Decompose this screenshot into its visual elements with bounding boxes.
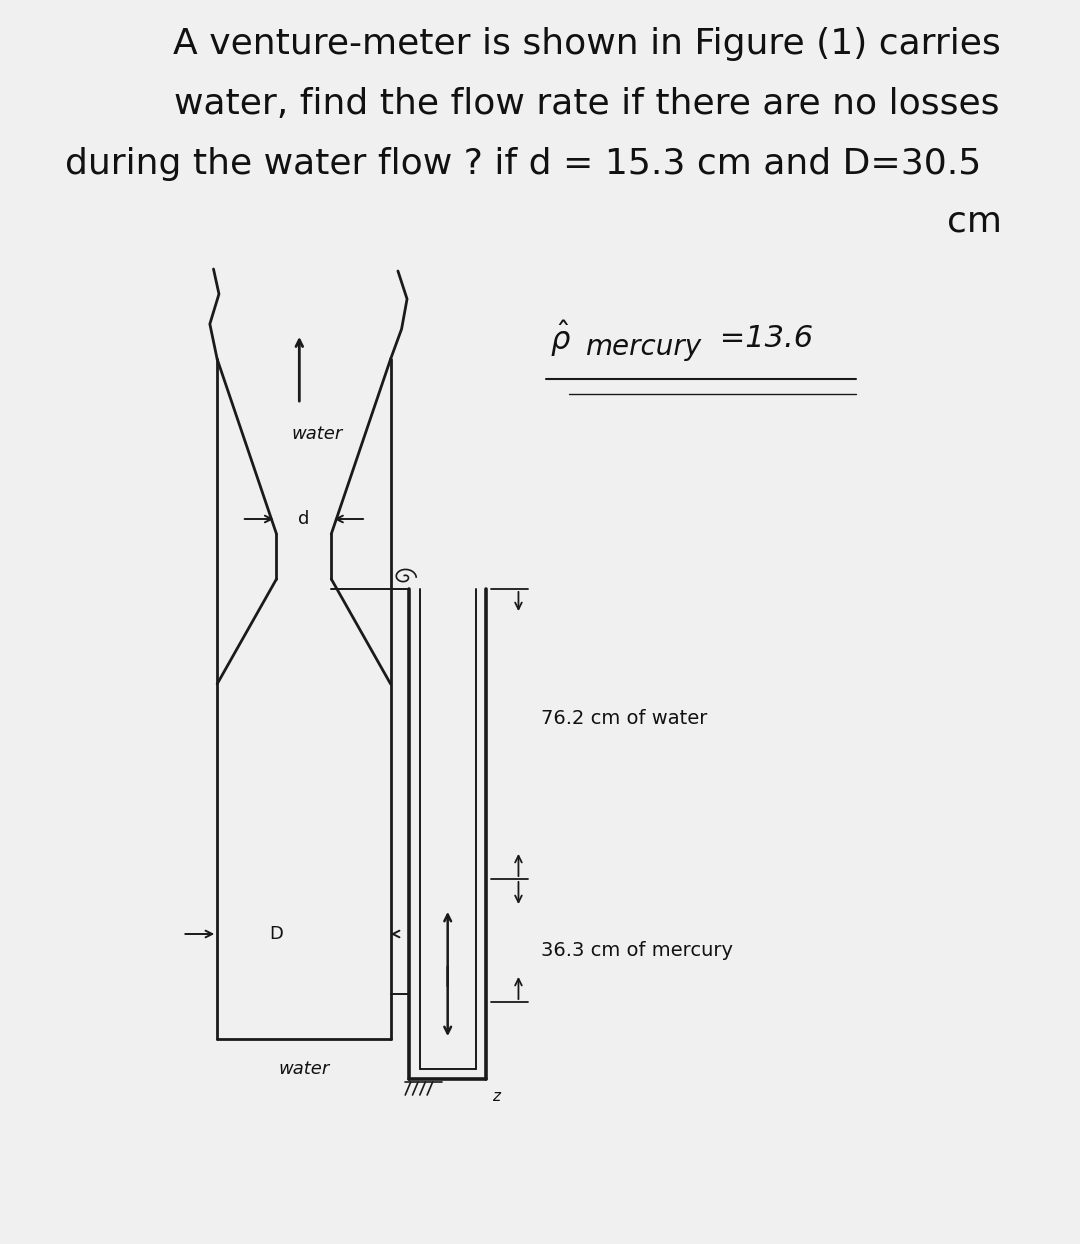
- Text: water: water: [279, 1060, 329, 1079]
- Text: 76.2 cm of water: 76.2 cm of water: [541, 709, 707, 729]
- Text: water, find the flow rate if there are no losses: water, find the flow rate if there are n…: [174, 87, 1000, 121]
- Text: D: D: [270, 926, 283, 943]
- Text: d: d: [298, 510, 310, 527]
- Text: water: water: [292, 425, 343, 443]
- Text: 36.3 cm of mercury: 36.3 cm of mercury: [541, 940, 733, 960]
- Text: $\hat{\rho}$: $\hat{\rho}$: [551, 318, 571, 360]
- Text: A venture-meter is shown in Figure (1) carries: A venture-meter is shown in Figure (1) c…: [173, 27, 1001, 61]
- Text: =13.6: =13.6: [711, 325, 813, 353]
- Text: mercury: mercury: [585, 333, 701, 361]
- Text: z: z: [491, 1088, 500, 1103]
- Text: cm: cm: [947, 205, 1002, 239]
- Text: during the water flow ? if d = 15.3 cm and D=30.5: during the water flow ? if d = 15.3 cm a…: [65, 147, 981, 180]
